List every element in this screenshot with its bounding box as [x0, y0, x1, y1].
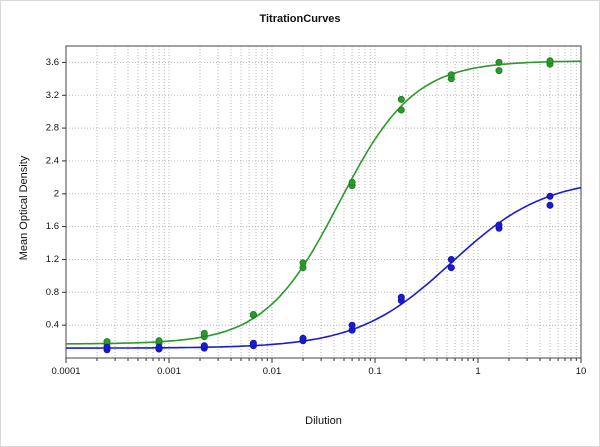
y-tick-label: 0.8 [46, 287, 59, 298]
green-titration-curve-point [200, 329, 208, 337]
blue-titration-curve-point [103, 343, 111, 351]
green-titration-curve-line [65, 60, 582, 345]
plot-frame [65, 45, 582, 359]
y-tick-label: 2.4 [46, 155, 59, 166]
blue-titration-curve-point [546, 192, 554, 200]
chart-title: TitrationCurves [259, 13, 341, 25]
y-tick-label: 3.6 [46, 57, 59, 68]
x-tick-label: 1 [475, 366, 480, 377]
y-tick-label: 2 [54, 188, 59, 199]
x-axis-title: Dilution [305, 415, 342, 427]
blue-titration-curve-point [155, 343, 163, 351]
blue-titration-curve-point [447, 255, 455, 263]
green-titration-curve-point [495, 58, 503, 66]
y-tick-label: 0.4 [46, 320, 59, 331]
green-titration-curve-point [249, 310, 257, 318]
green-titration-curve-point [397, 95, 405, 103]
x-tick-label: 10 [576, 366, 587, 377]
blue-titration-curve-point [546, 201, 554, 209]
green-titration-curve-point [495, 67, 503, 75]
green-titration-curve-point [155, 337, 163, 345]
y-tick-label: 1.2 [46, 254, 59, 265]
blue-titration-curve-point [249, 339, 257, 347]
green-titration-curve-point [348, 178, 356, 186]
green-titration-curve-point [447, 71, 455, 79]
y-tick-label: 3.2 [46, 90, 59, 101]
green-titration-curve-point [299, 259, 307, 267]
blue-titration-curve-point [447, 264, 455, 272]
blue-titration-curve-line [66, 186, 582, 349]
green-titration-curve-point [397, 106, 405, 114]
blue-titration-curve-point [495, 221, 503, 229]
x-tick-label: 0.1 [368, 366, 381, 377]
green-titration-curve-point [103, 338, 111, 346]
blue-titration-curve-point [299, 334, 307, 342]
blue-titration-curve-point [200, 342, 208, 350]
x-tick-label: 0.001 [157, 366, 181, 377]
x-tick-label: 0.0001 [51, 366, 80, 377]
green-titration-curve-point [546, 57, 554, 65]
y-tick-label: 1.6 [46, 221, 59, 232]
blue-titration-curve-point [397, 293, 405, 301]
blue-titration-curve-point [348, 321, 356, 329]
x-tick-label: 0.01 [263, 366, 282, 377]
y-tick-label: 2.8 [46, 123, 59, 134]
